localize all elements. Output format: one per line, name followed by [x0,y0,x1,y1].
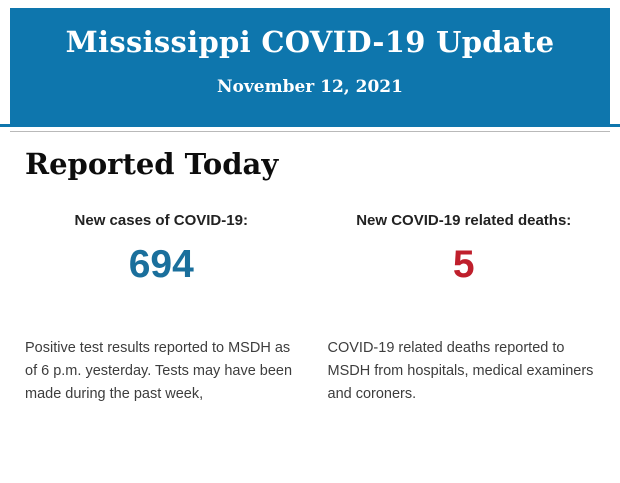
header-banner-wrap: Mississippi COVID-19 Update November 12,… [0,0,620,132]
new-deaths-value: 5 [452,243,475,286]
new-cases-value: 694 [128,243,194,286]
new-cases-description: Positive test results reported to MSDH a… [25,340,293,402]
new-deaths-label: New COVID-19 related deaths: [356,212,572,229]
banner-bottom-rule [0,124,620,127]
stat-new-deaths: New COVID-19 related deaths: 5 COVID-19 … [328,212,601,406]
stats-grid: New cases of COVID-19: 694 Positive test… [25,212,600,406]
header-banner: Mississippi COVID-19 Update November 12,… [10,8,610,124]
stat-new-cases: New cases of COVID-19: 694 Positive test… [25,212,298,406]
header-divider [10,131,610,132]
new-cases-label: New cases of COVID-19: [74,212,248,229]
new-deaths-description: COVID-19 related deaths reported to MSDH… [327,340,594,402]
report-date: November 12, 2021 [217,77,403,97]
page-title: Mississippi COVID-19 Update [65,25,555,59]
section-heading: Reported Today [25,147,279,181]
